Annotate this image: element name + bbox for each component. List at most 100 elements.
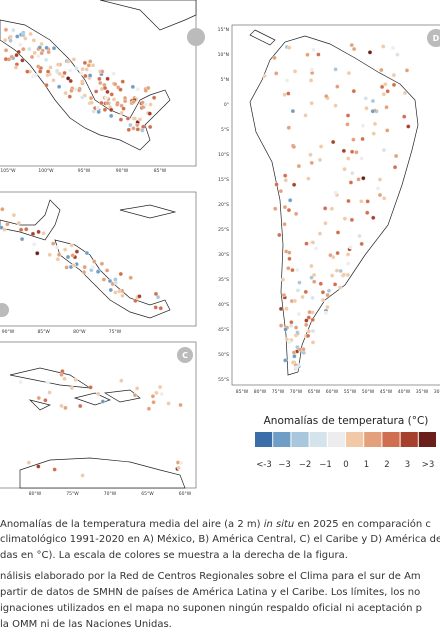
station-dot: [288, 198, 293, 203]
station-dots: [0, 27, 411, 478]
station-dot: [71, 57, 77, 62]
station-dot: [287, 45, 292, 50]
coastline: [19, 457, 186, 489]
map-frame: [231, 24, 440, 386]
lon-label: 95°W: [78, 168, 91, 174]
station-dot: [291, 144, 297, 150]
lon-label: 105°W: [0, 168, 16, 174]
station-dot: [131, 99, 136, 105]
station-dot: [148, 102, 153, 107]
station-dot: [280, 277, 286, 282]
station-dot: [309, 67, 314, 72]
station-dot: [67, 68, 73, 73]
station-dot: [81, 270, 87, 275]
station-dot: [39, 41, 44, 47]
legend-swatch: [327, 432, 345, 447]
station-dot: [293, 211, 299, 216]
station-dot: [159, 391, 164, 397]
station-dot: [293, 325, 299, 330]
station-dot: [308, 78, 314, 83]
station-dot: [341, 272, 346, 277]
station-dot: [9, 54, 14, 59]
station-dot: [351, 89, 356, 94]
station-dot: [95, 105, 100, 111]
station-dot: [18, 379, 23, 385]
station-dot: [38, 69, 43, 74]
station-dot: [348, 245, 353, 250]
station-dot: [361, 176, 366, 181]
station-dot: [32, 50, 37, 55]
lat-label: 10°N: [218, 52, 229, 58]
lon-label: 60°W: [179, 491, 192, 497]
station-dot: [329, 206, 335, 211]
station-dot: [345, 122, 350, 127]
station-dot: [297, 280, 302, 285]
lat-label: 10°S: [218, 152, 229, 158]
station-dot: [320, 297, 326, 303]
station-dot: [84, 67, 89, 72]
station-dot: [341, 148, 347, 154]
station-dot: [120, 79, 125, 84]
station-dot: [140, 100, 145, 105]
station-dot: [335, 230, 341, 235]
station-dot: [91, 109, 96, 114]
station-dot: [125, 116, 131, 121]
caption-italic: in situ: [264, 519, 295, 530]
station-dot: [273, 206, 278, 211]
station-dot: [151, 400, 156, 405]
panel-badge: [187, 28, 205, 46]
station-dot: [20, 58, 25, 63]
station-dot: [113, 277, 118, 282]
station-dot: [326, 288, 332, 293]
station-dot: [102, 107, 108, 112]
station-dot: [135, 87, 141, 92]
legend-label: −2: [299, 460, 312, 470]
station-dot: [32, 242, 37, 247]
station-dot: [348, 180, 354, 185]
station-dot: [71, 263, 77, 268]
map-ticks: 105°W 100°W 95°W 90°W 85°W 90°W 85°W 80°W 75°W 80…: [0, 27, 440, 497]
station-dot: [151, 95, 157, 100]
station-dot: [88, 95, 94, 101]
station-dot: [45, 69, 51, 74]
station-dot: [286, 125, 291, 130]
station-dot: [331, 254, 336, 260]
station-dot: [130, 84, 135, 89]
station-dot: [345, 252, 351, 257]
coastline: [119, 204, 177, 219]
coastline: [9, 367, 141, 411]
station-dot: [301, 350, 306, 355]
station-dot: [349, 217, 355, 223]
station-dot: [402, 90, 408, 96]
station-dot: [56, 84, 62, 89]
station-dot: [294, 365, 299, 370]
station-dot: [391, 82, 397, 88]
station-dot: [18, 42, 23, 47]
station-dot: [118, 87, 123, 92]
lon-label: 75°W: [66, 491, 79, 497]
station-dot: [134, 386, 140, 391]
station-dot: [121, 106, 126, 111]
station-dot: [329, 273, 335, 278]
station-dot: [67, 94, 72, 99]
station-dot: [21, 33, 26, 38]
station-dot: [301, 347, 306, 352]
station-dot: [84, 250, 90, 256]
station-dot: [349, 42, 354, 48]
station-dot: [79, 71, 84, 76]
station-dot: [90, 63, 96, 68]
lon-label: 85°W: [37, 329, 50, 335]
station-dot: [310, 295, 315, 301]
station-dot: [126, 127, 131, 132]
station-dot: [335, 84, 340, 89]
station-dot: [131, 126, 136, 131]
station-dot: [306, 329, 311, 334]
station-dot: [377, 192, 383, 198]
station-dot: [16, 220, 21, 226]
station-dot: [24, 227, 29, 232]
station-dot: [385, 128, 390, 133]
station-dot: [342, 166, 347, 172]
station-dot: [80, 79, 85, 84]
station-dot: [323, 206, 328, 211]
